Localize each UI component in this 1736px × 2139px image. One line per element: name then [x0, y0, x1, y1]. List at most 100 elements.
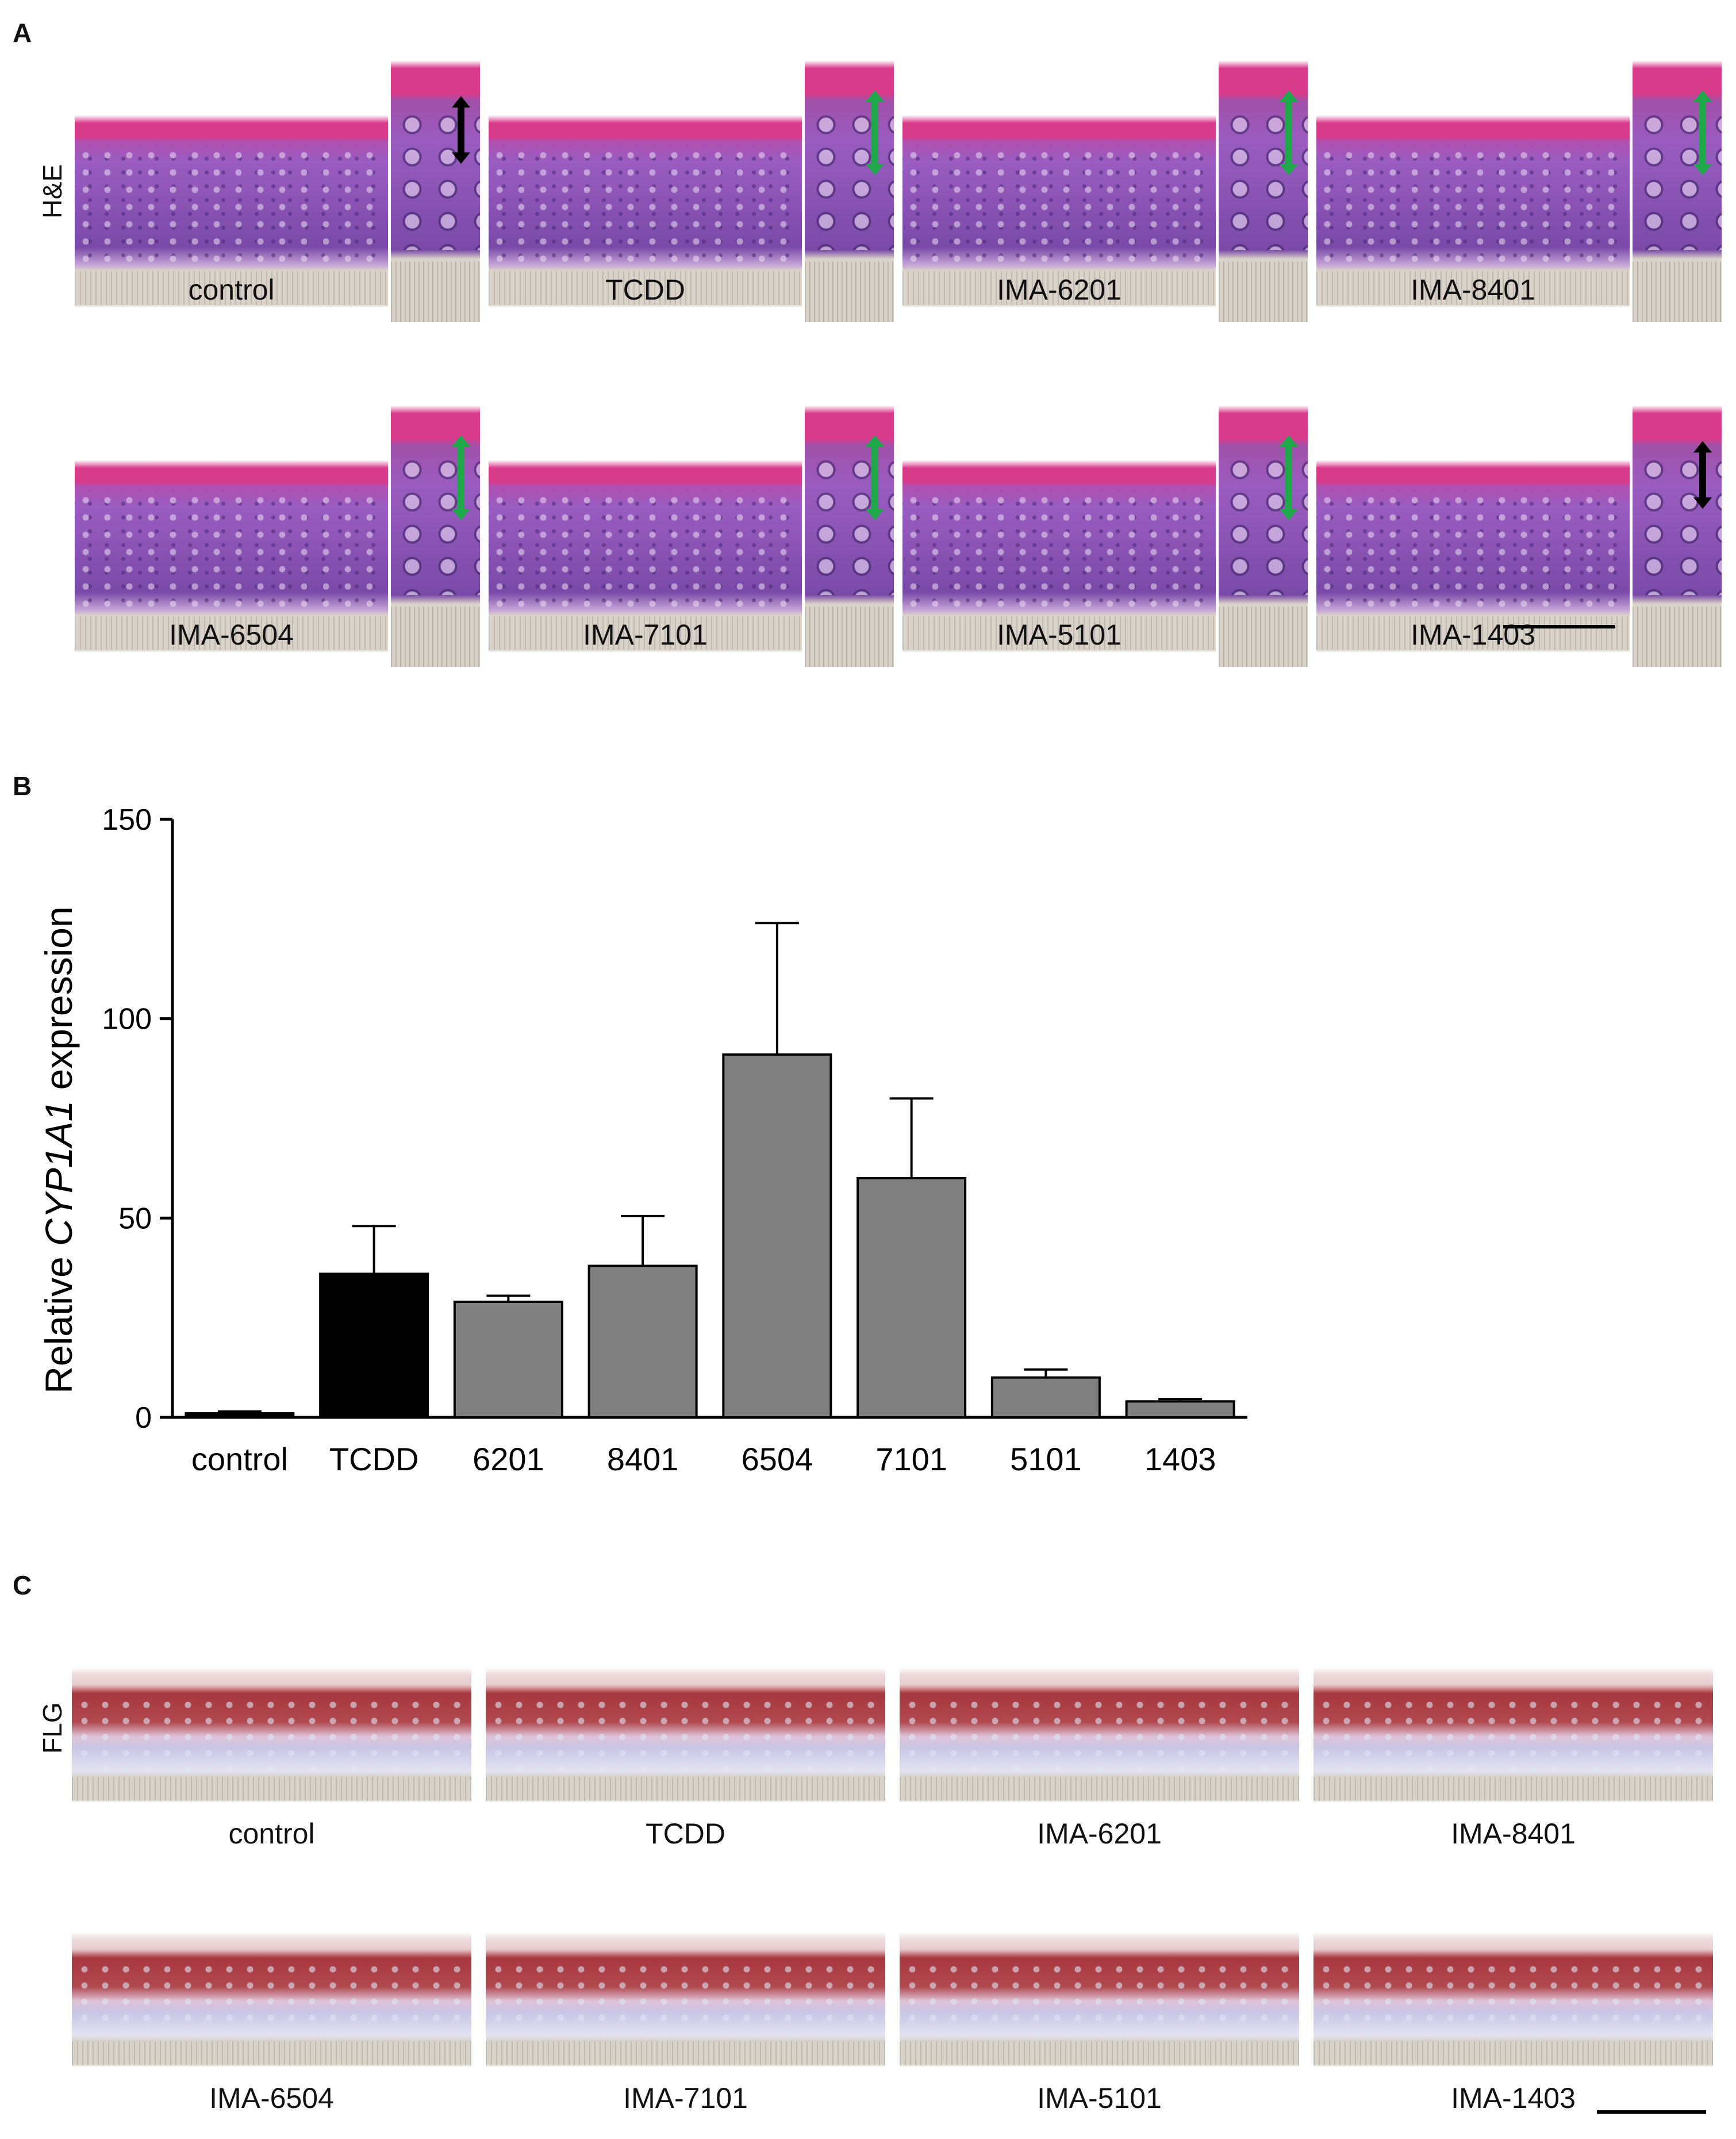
cell-texture	[489, 147, 802, 264]
panel-a-letter: A	[13, 18, 32, 48]
membrane-texture	[1316, 616, 1630, 650]
flg-section-strip	[900, 1667, 1299, 1803]
he-tile: IMA-7101	[489, 400, 894, 699]
inset-membrane-texture	[1633, 262, 1722, 322]
flg-cell-texture	[900, 1958, 1299, 2038]
x-tick-label: 7101	[875, 1441, 947, 1477]
cyp1a1-bar-chart: 0 50 100 150 control TCDD 6201 8401 6504 7101 5101…	[37, 803, 1247, 1477]
he-tile: TCDD	[489, 55, 894, 354]
y-axis-label: Relative CYP1A1 expression	[37, 906, 80, 1393]
he-magnified-inset	[391, 405, 480, 667]
he-sample-label: IMA-7101	[583, 619, 708, 651]
flg-cell-texture	[900, 1693, 1299, 1774]
flg-sample-label: IMA-6504	[209, 2082, 334, 2114]
inset-cell-texture	[805, 451, 894, 595]
flg-section-strip	[900, 1932, 1299, 2067]
flg-sample-label: IMA-7101	[623, 2082, 748, 2114]
flg-tile: IMA-6504	[72, 1915, 474, 2139]
inset-cell-texture	[805, 106, 894, 250]
flg-cell-texture	[1313, 1693, 1713, 1774]
flg-tile: control	[72, 1650, 474, 1874]
thickness-arrow-green-icon	[866, 435, 884, 520]
bar	[990, 1376, 1101, 1419]
flg-cell-texture	[1313, 1958, 1713, 2038]
inset-membrane-texture	[805, 607, 894, 667]
cell-texture	[75, 492, 388, 610]
flg-tile: IMA-5101	[900, 1915, 1302, 2139]
flg-cell-texture	[72, 1958, 471, 2038]
inset-membrane-texture	[1219, 607, 1308, 667]
chart-bars	[185, 1053, 1235, 1419]
he-magnified-inset	[1633, 405, 1722, 667]
flg-tile: TCDD	[486, 1650, 888, 1874]
flg-tile: IMA-1403	[1313, 1915, 1716, 2139]
panel-b-letter: B	[13, 771, 32, 801]
thickness-arrow-green-icon	[452, 435, 470, 520]
inset-membrane-texture	[805, 262, 894, 322]
he-tile: IMA-6201	[902, 55, 1308, 354]
flg-membrane-texture	[72, 1777, 471, 1801]
flg-section-strip	[72, 1932, 471, 2067]
bar	[587, 1264, 698, 1419]
he-magnified-inset	[1219, 405, 1308, 667]
he-row-label: H&E	[37, 164, 67, 218]
flg-membrane-texture	[486, 1777, 885, 1801]
he-sample-label: IMA-6201	[997, 274, 1122, 306]
inset-cell-texture	[1633, 106, 1722, 250]
cell-texture	[902, 147, 1216, 264]
bar	[1125, 1400, 1235, 1419]
membrane-texture	[1316, 271, 1630, 305]
x-tick-label: 6201	[473, 1441, 544, 1477]
he-tile: IMA-5101	[902, 400, 1308, 699]
flg-cell-texture	[72, 1693, 471, 1774]
bar	[185, 1412, 295, 1419]
flg-section-strip	[486, 1667, 885, 1803]
he-section-strip	[902, 460, 1216, 653]
scale-bar-c	[1597, 2110, 1706, 2114]
inset-cell-texture	[391, 106, 480, 250]
flg-row-label: FLG	[37, 1702, 67, 1754]
y-tick-label: 0	[135, 1401, 152, 1435]
flg-sample-label: control	[228, 1818, 315, 1850]
inset-cell-texture	[1219, 451, 1308, 595]
inset-membrane-texture	[1633, 607, 1722, 667]
he-magnified-inset	[805, 60, 894, 322]
he-tile: IMA-8401	[1316, 55, 1722, 354]
thickness-arrow-black-icon	[452, 96, 470, 164]
flg-section-strip	[1313, 1667, 1713, 1803]
y-axis-label-gene: CYP1A1	[37, 1101, 80, 1246]
flg-membrane-texture	[900, 1777, 1299, 1801]
inset-membrane-texture	[391, 607, 480, 667]
he-section-strip	[75, 115, 388, 308]
flg-sample-label: IMA-6201	[1037, 1818, 1162, 1850]
he-tile: control	[75, 55, 480, 354]
x-tick-label: TCDD	[329, 1441, 419, 1477]
flg-membrane-texture	[1313, 1777, 1713, 1801]
y-tick-label: 150	[102, 803, 152, 837]
flg-section-strip	[72, 1667, 471, 1803]
cell-texture	[75, 147, 388, 264]
y-tick-label: 50	[118, 1202, 152, 1235]
x-tick-label: 5101	[1010, 1441, 1082, 1477]
flg-cell-texture	[486, 1958, 885, 2038]
x-tick-label: 1403	[1144, 1441, 1216, 1477]
he-section-strip	[489, 115, 802, 308]
cell-texture	[489, 492, 802, 610]
he-section-strip	[75, 460, 388, 653]
he-tile: IMA-1403	[1316, 400, 1722, 699]
flg-membrane-texture	[1313, 2041, 1713, 2065]
flg-tile: IMA-6201	[900, 1650, 1302, 1874]
flg-membrane-texture	[72, 2041, 471, 2065]
y-tick-label: 100	[102, 1003, 152, 1036]
he-sample-label: TCDD	[605, 274, 685, 306]
membrane-texture	[75, 616, 388, 650]
membrane-texture	[489, 271, 802, 305]
he-magnified-inset	[1633, 60, 1722, 322]
membrane-texture	[489, 616, 802, 650]
he-tile: IMA-6504	[75, 400, 480, 699]
cell-texture	[1316, 492, 1630, 610]
flg-tile: IMA-8401	[1313, 1650, 1716, 1874]
flg-sample-label: IMA-1403	[1451, 2082, 1576, 2114]
inset-cell-texture	[1219, 106, 1308, 250]
he-section-strip	[1316, 115, 1630, 308]
